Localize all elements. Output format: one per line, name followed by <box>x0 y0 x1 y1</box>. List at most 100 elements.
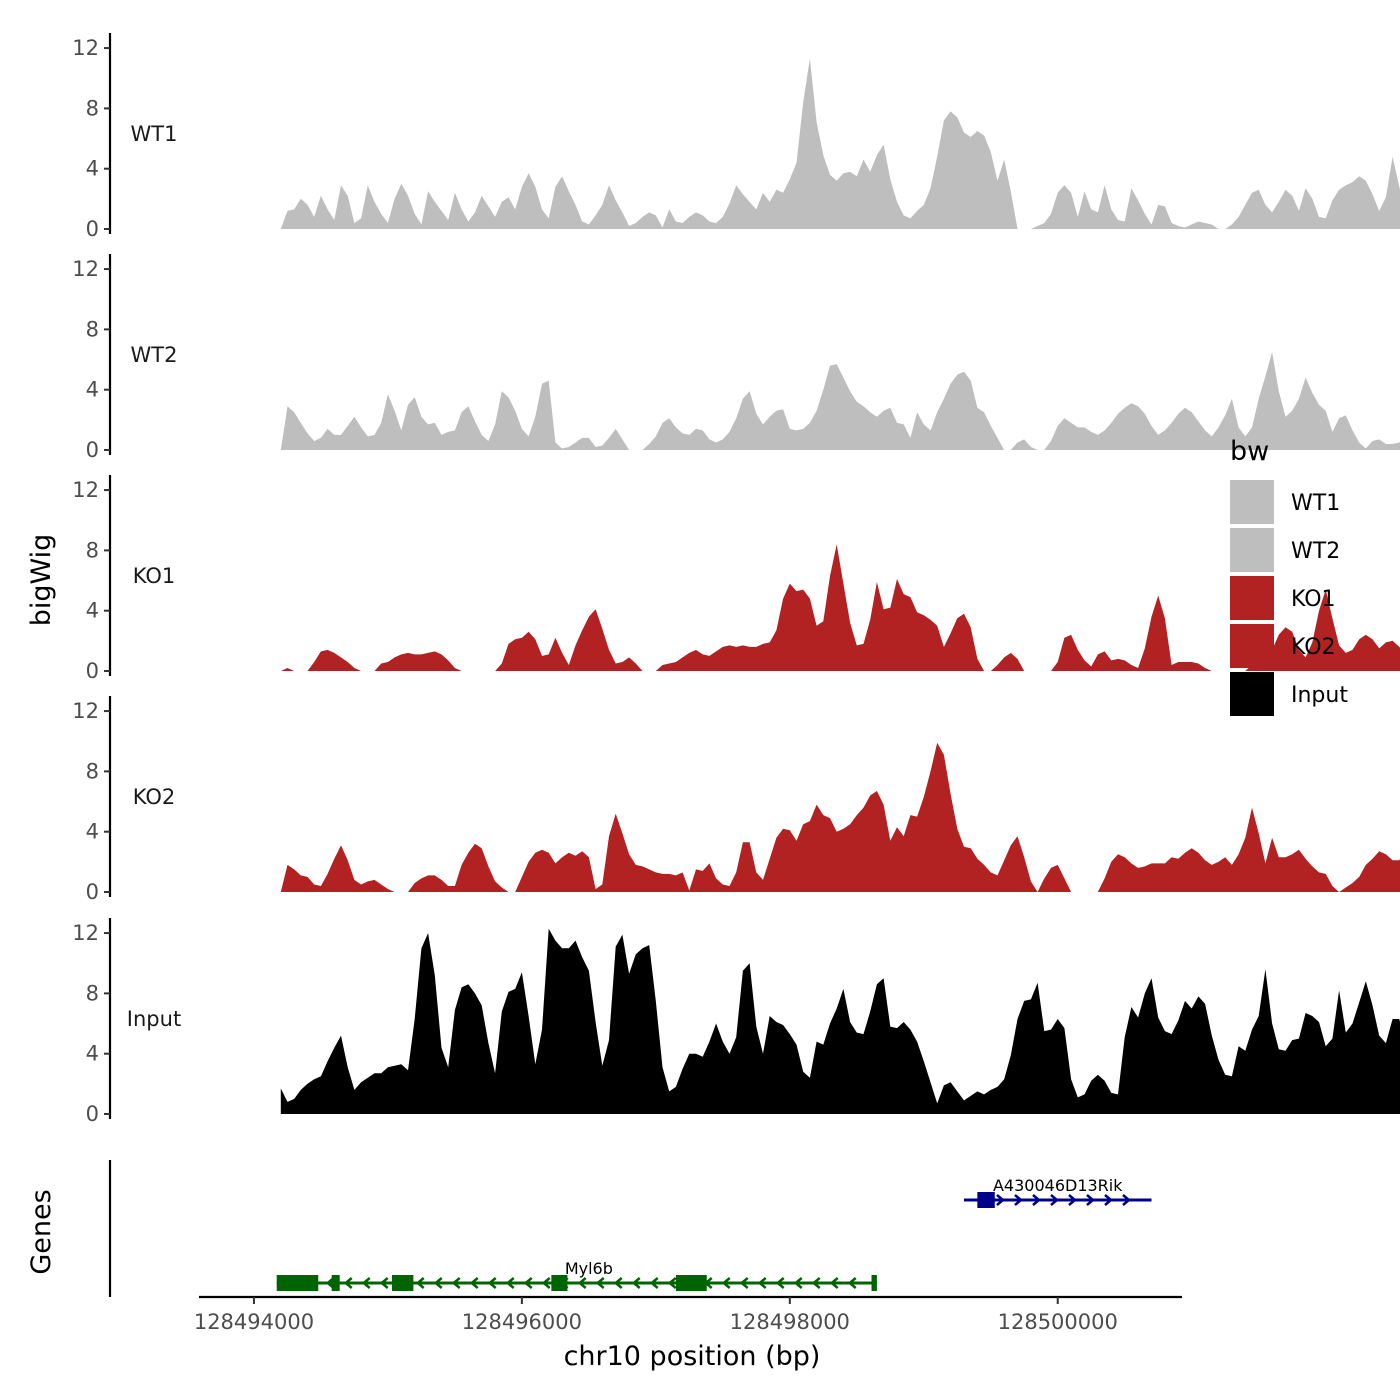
y-tick-label: 0 <box>86 659 99 683</box>
strand-arrow <box>793 1277 803 1289</box>
gene-exon <box>675 1275 707 1291</box>
strand-arrow <box>811 1277 821 1289</box>
strand-arrow <box>721 1277 731 1289</box>
y-tick-label: 4 <box>86 1042 99 1066</box>
y-tick-label: 0 <box>86 217 99 241</box>
strand-arrow <box>847 1277 857 1289</box>
x-axis-title: chr10 position (bp) <box>564 1341 821 1372</box>
legend-swatch <box>1230 672 1274 716</box>
y-tick-label: 8 <box>86 981 99 1005</box>
gene-myl6b: Myl6b <box>276 1259 877 1291</box>
strand-arrow <box>1086 1194 1095 1206</box>
x-axis: 128494000 128496000 128498000 128500000 <box>194 1295 1182 1334</box>
y-tick-label: 8 <box>86 317 99 341</box>
bigwig-tracks: 0 4 8 12 WT1 0 4 8 12 WT2 0 4 8 12 KO1 0 4 8 12 KO2 0 4 8 12 Inp… <box>72 33 1400 1126</box>
y-tick-label: 12 <box>72 478 99 502</box>
genes-panel-label: Genes <box>26 1189 57 1274</box>
strand-arrow <box>649 1277 659 1289</box>
strand-arrow <box>739 1277 749 1289</box>
strand-arrow <box>667 1277 677 1289</box>
strand-arrow <box>1122 1194 1131 1206</box>
legend-swatch <box>1230 624 1274 668</box>
gene-exon <box>276 1275 319 1291</box>
y-tick-label: 8 <box>86 96 99 120</box>
legend-label: WT2 <box>1291 539 1340 564</box>
legend-label: KO1 <box>1291 587 1336 612</box>
strand-arrow <box>1050 1194 1059 1206</box>
signal-area-input <box>280 928 1400 1114</box>
x-tick-label: 128500000 <box>998 1310 1118 1334</box>
gene-exon <box>871 1275 877 1291</box>
strand-arrow <box>469 1277 479 1289</box>
strand-arrow <box>343 1277 353 1289</box>
legend: bw WT1 WT2 KO1 KO2 Input <box>1230 436 1348 716</box>
signal-area-wt2 <box>280 352 1400 450</box>
gene-annotation-panel: Myl6b A430046D13Rik <box>108 1160 1152 1297</box>
strand-arrow <box>829 1277 839 1289</box>
strand-arrow <box>595 1277 605 1289</box>
strand-arrow <box>433 1277 443 1289</box>
gene-label: A430046D13Rik <box>993 1176 1123 1195</box>
strand-arrow <box>415 1277 425 1289</box>
gene-exon <box>551 1275 568 1291</box>
legend-item-wt2: WT2 <box>1230 528 1340 572</box>
legend-item-ko2: KO2 <box>1230 624 1336 668</box>
gene-exon <box>391 1275 414 1291</box>
signal-area-ko1 <box>280 544 1400 671</box>
legend-label: Input <box>1291 683 1348 708</box>
y-tick-label: 12 <box>72 257 99 281</box>
strand-arrow <box>613 1277 623 1289</box>
y-tick-label: 4 <box>86 820 99 844</box>
track-ko1: 0 4 8 12 KO1 <box>72 475 1400 683</box>
track-label-ko1: KO1 <box>133 564 176 588</box>
legend-item-ko1: KO1 <box>1230 576 1336 620</box>
strand-arrow <box>487 1277 497 1289</box>
track-label-ko2: KO2 <box>133 785 176 809</box>
track-label-input: Input <box>127 1007 181 1031</box>
legend-item-wt1: WT1 <box>1230 480 1340 524</box>
x-tick-label: 128498000 <box>730 1310 850 1334</box>
x-tick-label: 128496000 <box>462 1310 582 1334</box>
strand-arrow <box>996 1194 1005 1206</box>
track-label-wt2: WT2 <box>131 343 178 367</box>
y-tick-label: 8 <box>86 759 99 783</box>
strand-arrow <box>757 1277 767 1289</box>
gene-label: Myl6b <box>565 1259 613 1278</box>
strand-arrow <box>1014 1194 1023 1206</box>
strand-arrow <box>361 1277 371 1289</box>
track-wt1: 0 4 8 12 WT1 <box>72 33 1400 241</box>
gene-exon <box>977 1192 995 1208</box>
strand-arrow <box>577 1277 587 1289</box>
legend-swatch <box>1230 480 1274 524</box>
legend-swatch <box>1230 576 1274 620</box>
strand-arrow <box>1104 1194 1113 1206</box>
track-ko2: 0 4 8 12 KO2 <box>72 696 1400 904</box>
legend-label: WT1 <box>1291 491 1340 516</box>
gene-a430046d13rik: A430046D13Rik <box>963 1176 1152 1208</box>
strand-arrow <box>523 1277 533 1289</box>
signal-area-ko2 <box>280 742 1400 892</box>
y-tick-label: 4 <box>86 599 99 623</box>
strand-arrow <box>541 1277 551 1289</box>
gene-exon <box>331 1275 340 1291</box>
y-tick-label: 0 <box>86 880 99 904</box>
legend-item-input: Input <box>1230 672 1348 716</box>
y-tick-label: 8 <box>86 538 99 562</box>
signal-area-wt1 <box>280 58 1400 229</box>
y-tick-label: 0 <box>86 438 99 462</box>
y-tick-label: 12 <box>72 699 99 723</box>
legend-swatch <box>1230 528 1274 572</box>
legend-label: KO2 <box>1291 635 1336 660</box>
strand-arrow <box>1068 1194 1077 1206</box>
legend-title: bw <box>1230 436 1269 467</box>
y-tick-label: 4 <box>86 157 99 181</box>
y-tick-label: 12 <box>72 36 99 60</box>
strand-arrow <box>451 1277 461 1289</box>
y-tick-label: 12 <box>72 921 99 945</box>
x-tick-label: 128494000 <box>194 1310 314 1334</box>
y-axis-title: bigWig <box>26 534 57 627</box>
track-input: 0 4 8 12 Input <box>72 918 1400 1126</box>
strand-arrow <box>379 1277 389 1289</box>
y-tick-label: 4 <box>86 378 99 402</box>
